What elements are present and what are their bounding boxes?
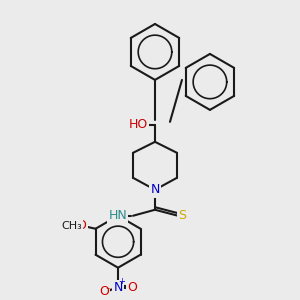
Text: O: O [76, 219, 86, 232]
Text: N: N [150, 183, 160, 196]
Text: +: + [118, 277, 125, 286]
Text: HO: HO [128, 118, 148, 131]
Text: CH₃: CH₃ [61, 221, 82, 231]
Text: O: O [99, 285, 109, 298]
Text: S: S [178, 209, 186, 222]
Text: ⁻: ⁻ [106, 287, 111, 297]
Text: N: N [113, 281, 123, 294]
Text: O: O [127, 281, 137, 294]
Text: HN: HN [108, 209, 127, 222]
